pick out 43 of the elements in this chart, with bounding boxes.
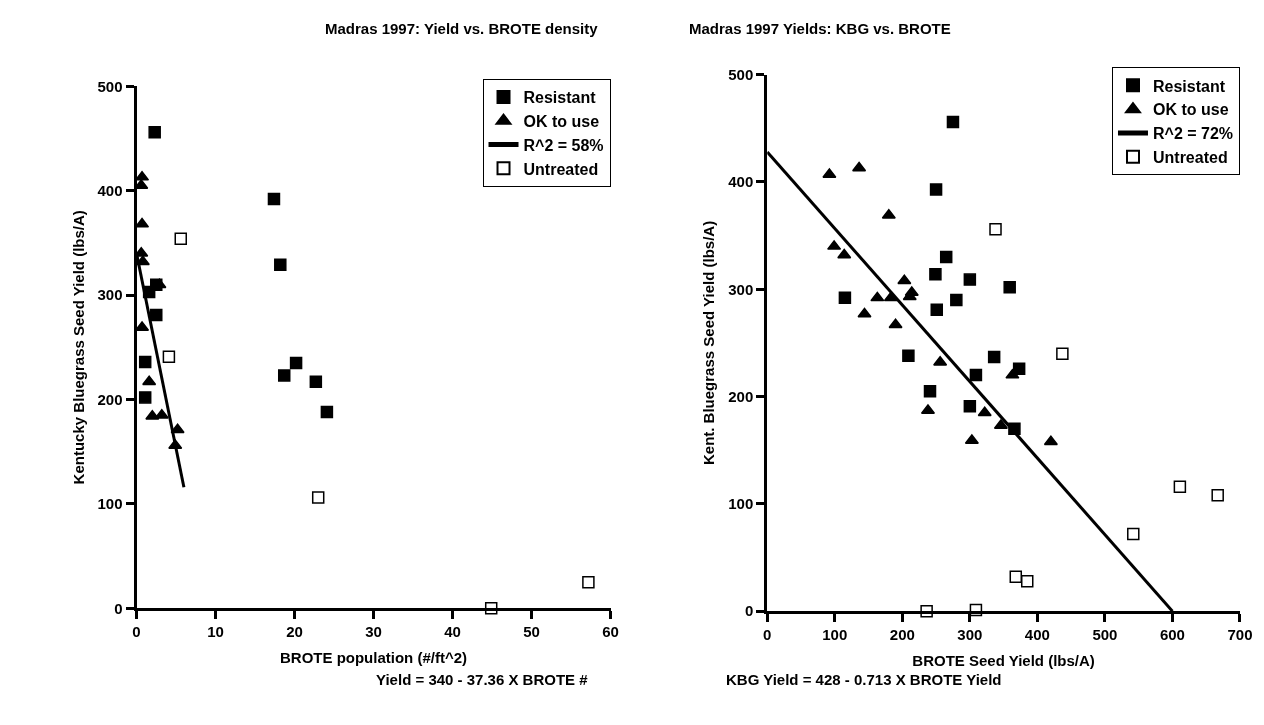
y-tick-label: 200 [728, 387, 754, 405]
legend-label: R^2 = 58% [523, 136, 604, 154]
x-tick-label: 700 [1227, 626, 1253, 644]
x-axis-title: BROTE population (#/ft^2) [279, 649, 468, 667]
x-tick-label: 20 [286, 623, 303, 641]
x-tick-label: 0 [132, 623, 141, 641]
x-tick-label: 60 [602, 623, 619, 641]
x-tick-label: 30 [365, 623, 382, 641]
y-tick-label: 400 [728, 173, 754, 191]
chart-title: Madras 1997 Yields: KBG vs. BROTE [689, 20, 951, 37]
legend-label: OK to use [523, 112, 600, 130]
legend-label: OK to use [1152, 101, 1229, 119]
y-axis-title: Kentucky Bluegrass Seed Yield (lbs/A) [69, 210, 87, 485]
x-tick-label: 0 [763, 626, 772, 644]
x-tick-label: 200 [889, 626, 915, 644]
y-tick-label: 100 [728, 495, 754, 513]
y-axis-title: Kent. Bluegrass Seed Yield (lbs/A) [700, 220, 718, 466]
x-tick-label: 500 [1092, 626, 1118, 644]
y-tick-label: 400 [97, 181, 123, 199]
x-tick-label: 10 [207, 623, 224, 641]
x-tick-label: 600 [1159, 626, 1185, 644]
text: Yield = 340 - 37.36 X BROTE # [376, 671, 589, 688]
y-tick-label: 500 [728, 65, 754, 83]
y-tick-label: 0 [744, 602, 754, 620]
x-axis-title: BROTE Seed Yield (lbs/A) [912, 652, 1095, 670]
legend-label: R^2 = 72% [1152, 125, 1234, 143]
x-tick-label: 300 [957, 626, 983, 644]
x-tick-label: 400 [1024, 626, 1050, 644]
y-tick-label: 300 [728, 280, 754, 298]
x-tick-label: 50 [523, 623, 540, 641]
legend-label: Resistant [523, 89, 597, 107]
x-tick-label: 40 [444, 623, 461, 641]
legend-label: Untreated [1152, 148, 1228, 166]
legend-label: Resistant [1152, 77, 1226, 95]
chart-title: Madras 1997: Yield vs. BROTE density [325, 20, 599, 37]
y-tick-label: 0 [114, 599, 123, 617]
y-tick-label: 300 [97, 286, 123, 304]
y-tick-label: 200 [97, 390, 123, 408]
text: KBG Yield = 428 - 0.713 X BROTE Yield [726, 671, 1002, 688]
y-tick-label: 500 [97, 77, 123, 95]
x-tick-label: 100 [822, 626, 848, 644]
legend-label: Untreated [523, 160, 599, 178]
y-tick-label: 100 [97, 495, 123, 513]
